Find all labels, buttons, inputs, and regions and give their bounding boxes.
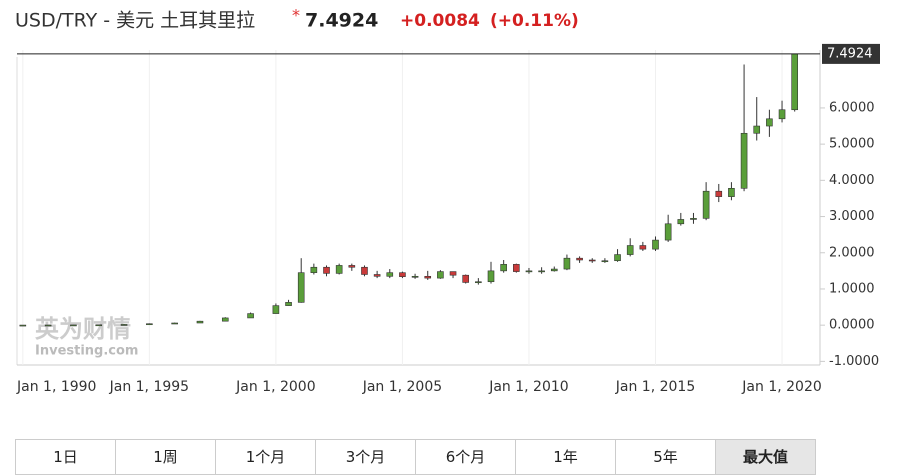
candle-body <box>196 320 204 324</box>
candle-body <box>437 271 444 279</box>
price: 7.4924 <box>305 10 378 32</box>
range-button[interactable]: 1周 <box>116 440 216 474</box>
title: USD/TRY - 美元 土耳其里拉 <box>15 10 255 32</box>
x-tick-label: Jan 1, 2000 <box>235 379 315 395</box>
last-price-label: 7.4924 <box>827 46 873 61</box>
live-star: * <box>292 6 300 25</box>
candle-body <box>348 265 356 268</box>
watermark-en: Investing.com <box>35 344 138 359</box>
candle-body <box>588 259 596 262</box>
last-price-box <box>822 43 880 64</box>
candle-body <box>614 254 621 262</box>
y-tick-label: 2.0000 <box>829 245 875 260</box>
candle-body <box>285 302 292 306</box>
candle-body <box>513 264 520 272</box>
candle-body <box>424 275 432 279</box>
candle-body <box>399 272 406 277</box>
candle-body <box>44 324 52 327</box>
candle-body <box>664 223 672 241</box>
candle-body <box>753 125 761 134</box>
y-tick-label: 6.0000 <box>829 100 875 115</box>
candle-body <box>576 257 583 261</box>
candle-body <box>702 190 710 219</box>
candle-body <box>550 268 558 272</box>
candle-body <box>715 190 723 197</box>
candle-body <box>310 266 318 273</box>
candle-body <box>272 305 280 314</box>
candle-body <box>475 281 482 284</box>
candle-body <box>525 270 533 273</box>
candle-body <box>652 239 659 250</box>
range-button[interactable]: 3个月 <box>316 440 416 474</box>
candle-body <box>626 245 634 255</box>
candle-body <box>297 272 305 303</box>
x-tick-label: Jan 1, 1990 <box>16 379 96 395</box>
candle-body <box>778 109 786 120</box>
candle-body <box>538 270 545 273</box>
candle-body <box>386 272 394 277</box>
candle-body <box>171 322 178 325</box>
candle-body <box>601 260 609 263</box>
change-pct: (+0.11%) <box>490 11 579 31</box>
candle-body <box>361 266 368 275</box>
y-tick-label: 0.0000 <box>829 318 875 333</box>
candle-body <box>95 324 103 327</box>
candle-body <box>740 132 748 189</box>
candle-body <box>449 271 457 276</box>
candle-body <box>335 265 343 274</box>
candle-body <box>462 274 469 283</box>
candle-body <box>411 275 419 278</box>
candle-body <box>120 324 128 326</box>
x-tick-label: Jan 1, 2010 <box>488 379 568 395</box>
candle-body <box>690 218 697 220</box>
range-button[interactable]: 1年 <box>516 440 616 474</box>
candle-body <box>146 323 153 326</box>
range-button[interactable]: 5年 <box>616 440 716 474</box>
watermark-cn: 英为财情 <box>35 315 131 343</box>
candle-body <box>500 264 507 272</box>
y-tick-label: 1.0000 <box>829 281 875 296</box>
chart: USD/TRY - 美元 土耳其里拉 * 7.4924 +0.0084 (+0.… <box>15 6 880 395</box>
candle-body <box>677 219 685 225</box>
candle-body <box>766 118 773 127</box>
change: +0.0084 <box>400 11 480 31</box>
candle-body <box>247 313 254 319</box>
x-tick-label: Jan 1, 1995 <box>109 379 189 395</box>
candle-body <box>639 245 647 250</box>
x-tick-label: Jan 1, 2020 <box>741 379 821 395</box>
candle-body <box>323 266 330 274</box>
y-tick-label: -1.0000 <box>829 354 879 369</box>
x-tick-label: Jan 1, 2015 <box>615 379 695 395</box>
range-button[interactable]: 1日 <box>16 440 116 474</box>
x-tick-label: Jan 1, 2005 <box>362 379 442 395</box>
range-button[interactable]: 6个月 <box>416 440 516 474</box>
range-button[interactable]: 最大值 <box>716 440 815 474</box>
candle-body <box>373 274 381 277</box>
range-selector: 1日 1周 1个月 3个月 6个月 1年 5年 最大值 <box>15 439 816 475</box>
candle-body <box>487 270 495 283</box>
y-tick-label: 3.0000 <box>829 209 875 224</box>
y-tick-label: 4.0000 <box>829 173 875 188</box>
y-tick-label: 5.0000 <box>829 137 875 152</box>
candle-body <box>221 317 229 322</box>
candle-body <box>728 188 735 197</box>
candle-body <box>70 324 77 327</box>
range-button[interactable]: 1个月 <box>216 440 316 474</box>
candle-body <box>19 324 27 327</box>
candle-body <box>791 53 798 111</box>
candle-body <box>563 257 571 270</box>
